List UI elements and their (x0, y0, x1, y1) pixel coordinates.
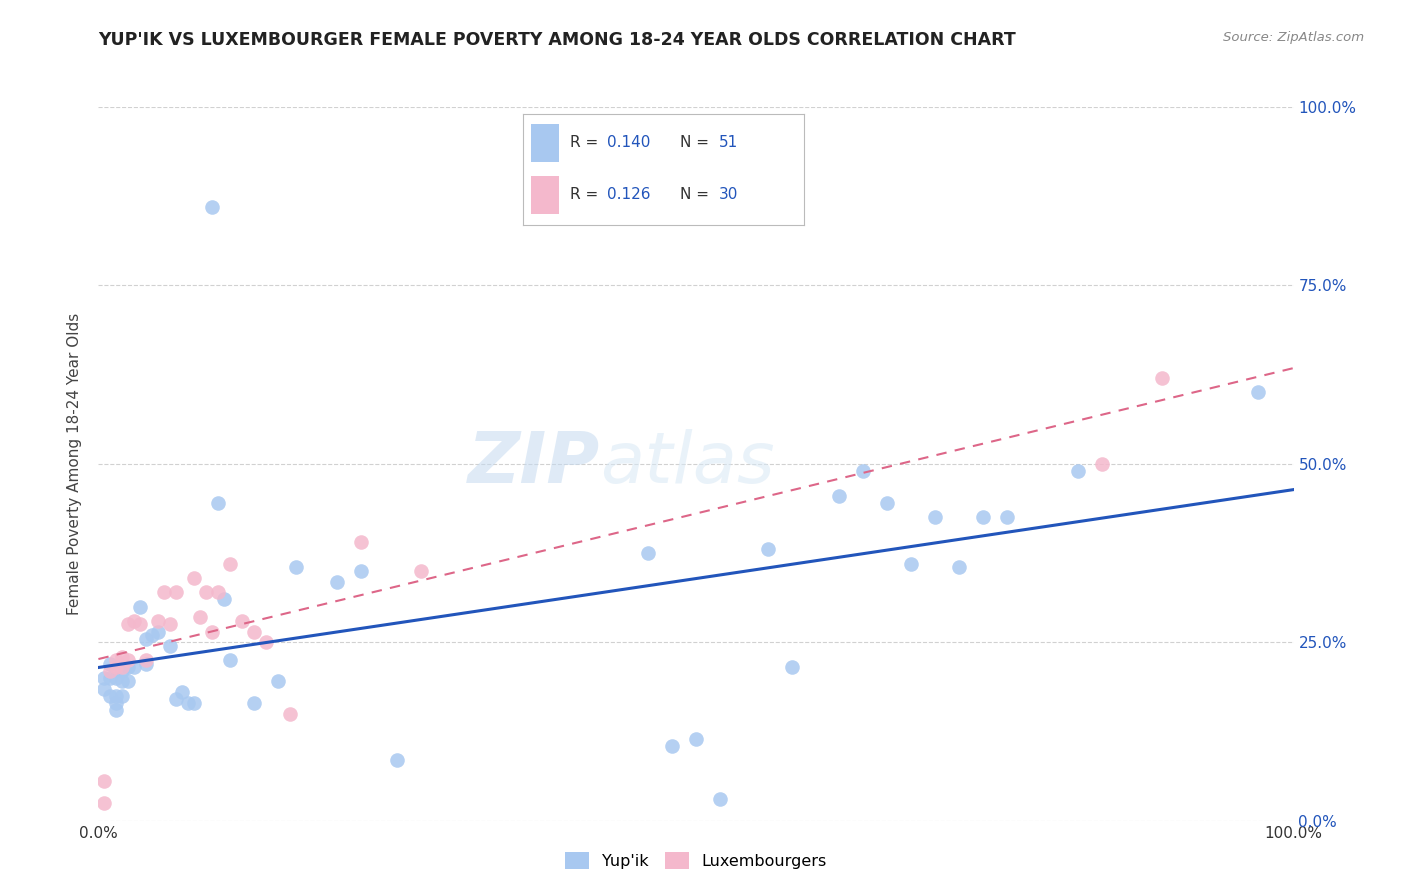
Point (852, 464, 875, 478)
Text: YUP'IK VS LUXEMBOURGER FEMALE POVERTY AMONG 18-24 YEAR OLDS CORRELATION CHART: YUP'IK VS LUXEMBOURGER FEMALE POVERTY AM… (98, 31, 1017, 49)
Point (1150, 371, 1173, 385)
Point (188, 610, 211, 624)
Point (93, 681, 115, 696)
Point (111, 649, 134, 664)
Point (129, 599, 152, 614)
Point (756, 542, 779, 557)
Point (105, 696, 128, 710)
Point (135, 657, 157, 671)
Point (98, 671, 122, 685)
Text: ZIP: ZIP (468, 429, 600, 499)
Point (876, 496, 898, 510)
Point (93, 796, 115, 810)
Point (129, 617, 152, 632)
Point (780, 660, 803, 674)
Point (284, 560, 307, 574)
Point (900, 557, 922, 571)
Point (995, 510, 1018, 524)
Point (972, 510, 994, 524)
Point (231, 614, 253, 628)
Point (111, 689, 134, 703)
Point (165, 692, 187, 706)
Point (1246, 385, 1268, 400)
Point (105, 703, 128, 717)
Point (1067, 464, 1090, 478)
Point (411, 564, 433, 578)
Point (98, 689, 122, 703)
Point (105, 660, 128, 674)
Point (948, 560, 970, 574)
Point (326, 574, 349, 589)
Point (148, 614, 170, 628)
Point (117, 660, 139, 674)
Point (105, 671, 128, 685)
Point (254, 635, 277, 649)
Point (124, 614, 146, 628)
Point (117, 617, 139, 632)
Point (194, 585, 218, 599)
Point (93, 774, 115, 789)
Point (212, 592, 235, 607)
Point (243, 624, 266, 639)
Point (219, 653, 242, 667)
Point (183, 696, 205, 710)
Point (165, 585, 187, 599)
Point (685, 731, 707, 746)
Point (661, 739, 683, 753)
Point (124, 660, 146, 674)
Point (219, 557, 242, 571)
Point (153, 585, 176, 599)
Point (159, 617, 181, 632)
Point (177, 696, 200, 710)
Point (98, 657, 122, 671)
Point (111, 664, 134, 678)
Text: atlas: atlas (600, 429, 775, 499)
Point (111, 674, 134, 689)
Point (278, 706, 301, 721)
Point (172, 685, 194, 699)
Point (709, 792, 731, 806)
Point (201, 200, 224, 214)
Point (148, 624, 170, 639)
Point (201, 624, 224, 639)
Point (385, 753, 409, 767)
Point (207, 585, 229, 599)
Point (98, 664, 122, 678)
Point (117, 674, 139, 689)
Point (105, 653, 128, 667)
Point (135, 653, 157, 667)
Point (117, 653, 139, 667)
Point (183, 571, 205, 585)
Point (243, 696, 266, 710)
Point (267, 674, 290, 689)
Point (207, 496, 229, 510)
Point (637, 546, 659, 560)
Point (93, 671, 115, 685)
Point (105, 689, 128, 703)
Point (135, 632, 157, 646)
Legend: Yup'ik, Luxembourgers: Yup'ik, Luxembourgers (557, 845, 835, 877)
Point (350, 535, 373, 549)
Point (828, 489, 851, 503)
Text: Source: ZipAtlas.com: Source: ZipAtlas.com (1223, 31, 1364, 45)
Point (111, 660, 134, 674)
Point (159, 639, 181, 653)
Point (350, 564, 373, 578)
Point (924, 510, 946, 524)
Y-axis label: Female Poverty Among 18-24 Year Olds: Female Poverty Among 18-24 Year Olds (67, 313, 83, 615)
Point (1091, 457, 1114, 471)
Point (141, 628, 163, 642)
